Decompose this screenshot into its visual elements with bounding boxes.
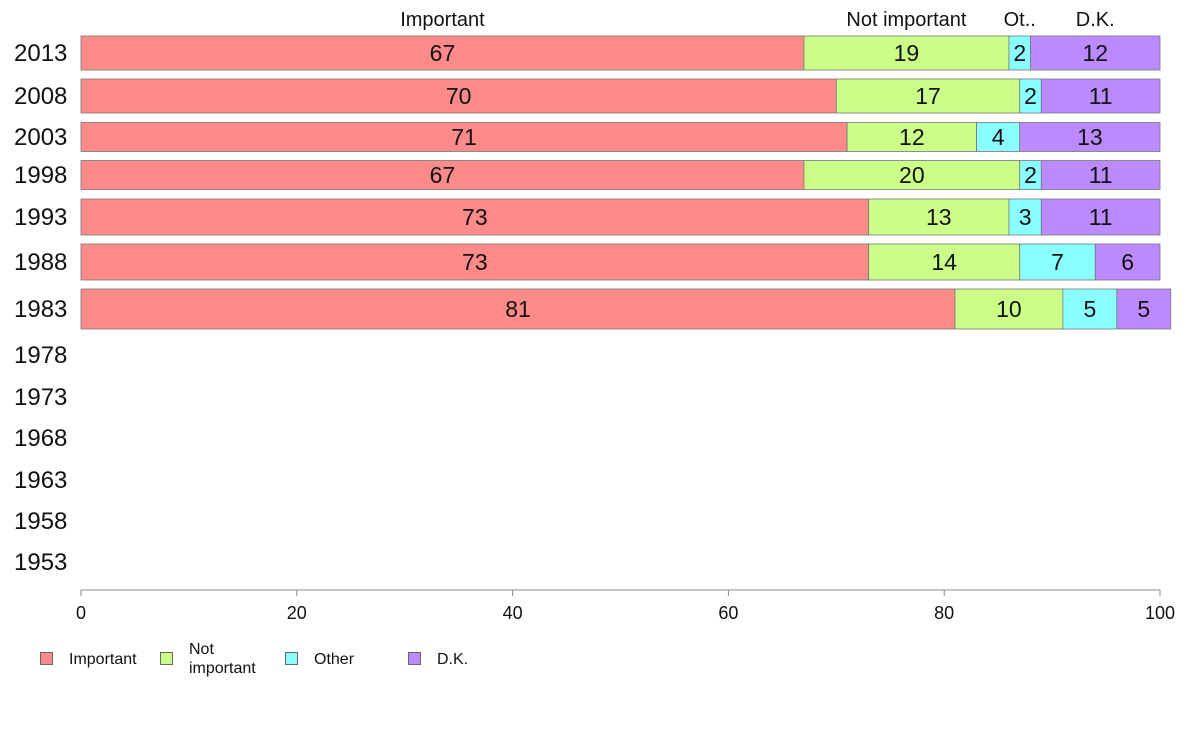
y-tick-label: 1978 (14, 342, 67, 369)
x-tick-label: 60 (718, 603, 738, 623)
data-label: 2 (1013, 40, 1026, 66)
legend-item: Other (285, 640, 354, 669)
data-label: 7 (1051, 249, 1064, 275)
y-tick-label: 1983 (14, 296, 67, 323)
bar-segment (1062, 288, 1118, 330)
y-tick-label: 1988 (14, 249, 67, 276)
legend-item: Not important (160, 640, 256, 678)
bar-segment (976, 122, 1021, 152)
bar-segment (80, 78, 837, 114)
bar-segment (846, 122, 977, 152)
data-label: 13 (926, 204, 952, 230)
y-tick-label: 2013 (14, 40, 67, 67)
x-tick-label: 100 (1145, 603, 1175, 623)
data-label: 20 (899, 162, 925, 188)
data-label: 73 (462, 204, 488, 230)
data-label: 11 (1089, 162, 1113, 188)
data-label: 10 (996, 296, 1022, 322)
data-label: 2 (1024, 83, 1037, 109)
bar-segment (1040, 160, 1161, 190)
legend-item: Important (40, 640, 137, 669)
data-label: 4 (992, 124, 1005, 150)
legend-swatch (160, 652, 173, 665)
series-top-label: Not important (846, 9, 966, 31)
bar-segment (80, 243, 870, 281)
bar-segment (1030, 35, 1161, 71)
data-label: 5 (1083, 296, 1096, 322)
y-tick-label: 1993 (14, 204, 67, 231)
bar-segment (1040, 198, 1161, 236)
data-label: 13 (1077, 124, 1103, 150)
bar-segment (1008, 198, 1042, 236)
y-tick-label: 1998 (14, 162, 67, 189)
data-label: 12 (899, 124, 925, 150)
bar-segment (803, 35, 1010, 71)
data-label: 81 (505, 296, 531, 322)
bar-segment (80, 160, 805, 190)
series-top-label: Ot.. (1004, 9, 1036, 31)
bar-segment (80, 35, 805, 71)
legend: Important Not important Other D.K. (0, 640, 1188, 690)
data-label: 67 (430, 40, 456, 66)
data-label: 3 (1019, 204, 1032, 230)
bar-segment (1094, 243, 1161, 281)
legend-swatch (408, 652, 421, 665)
y-tick-label: 1953 (14, 549, 67, 576)
series-top-label: Important (400, 9, 485, 31)
data-label: 11 (1089, 204, 1113, 230)
bar-segment (1116, 288, 1172, 330)
x-tick-label: 40 (503, 603, 523, 623)
data-label: 12 (1082, 40, 1108, 66)
legend-label: Not important (189, 641, 256, 677)
data-label: 14 (931, 249, 957, 275)
legend-label: Important (69, 651, 137, 668)
bar-segment (835, 78, 1021, 114)
bar-segment (1040, 78, 1161, 114)
legend-label: Other (314, 651, 355, 668)
data-label: 5 (1137, 296, 1150, 322)
y-tick-label: 1963 (14, 467, 67, 494)
y-tick-label: 1958 (14, 508, 67, 535)
data-label: 6 (1121, 249, 1134, 275)
bar-segment (1019, 122, 1161, 152)
legend-swatch (285, 652, 298, 665)
data-label: 71 (451, 124, 477, 150)
stacked-bar-chart: 2013200820031998199319881983197819731968… (14, 9, 1175, 623)
series-top-label: D.K. (1076, 9, 1115, 31)
y-tick-label: 2008 (14, 83, 67, 110)
x-tick-label: 20 (287, 603, 307, 623)
y-tick-label: 1968 (14, 425, 67, 452)
bar-segment (803, 160, 1021, 190)
data-label: 11 (1089, 83, 1113, 109)
data-label: 2 (1024, 162, 1037, 188)
legend-swatch (40, 652, 53, 665)
bar-segment (868, 243, 1021, 281)
data-label: 17 (915, 83, 941, 109)
x-tick-label: 80 (934, 603, 954, 623)
y-tick-label: 1973 (14, 384, 67, 411)
bar-segment (80, 198, 870, 236)
legend-item: D.K. (408, 640, 468, 669)
legend-label: D.K. (437, 651, 469, 668)
y-tick-label: 2003 (14, 124, 67, 151)
data-label: 70 (446, 83, 472, 109)
bar-segment (80, 288, 956, 330)
data-label: 67 (430, 162, 456, 188)
x-tick-label: 0 (76, 603, 86, 623)
bar-segment (868, 198, 1010, 236)
data-label: 19 (894, 40, 920, 66)
data-label: 73 (462, 249, 488, 275)
bar-segment (80, 122, 848, 152)
bar-segment (954, 288, 1064, 330)
